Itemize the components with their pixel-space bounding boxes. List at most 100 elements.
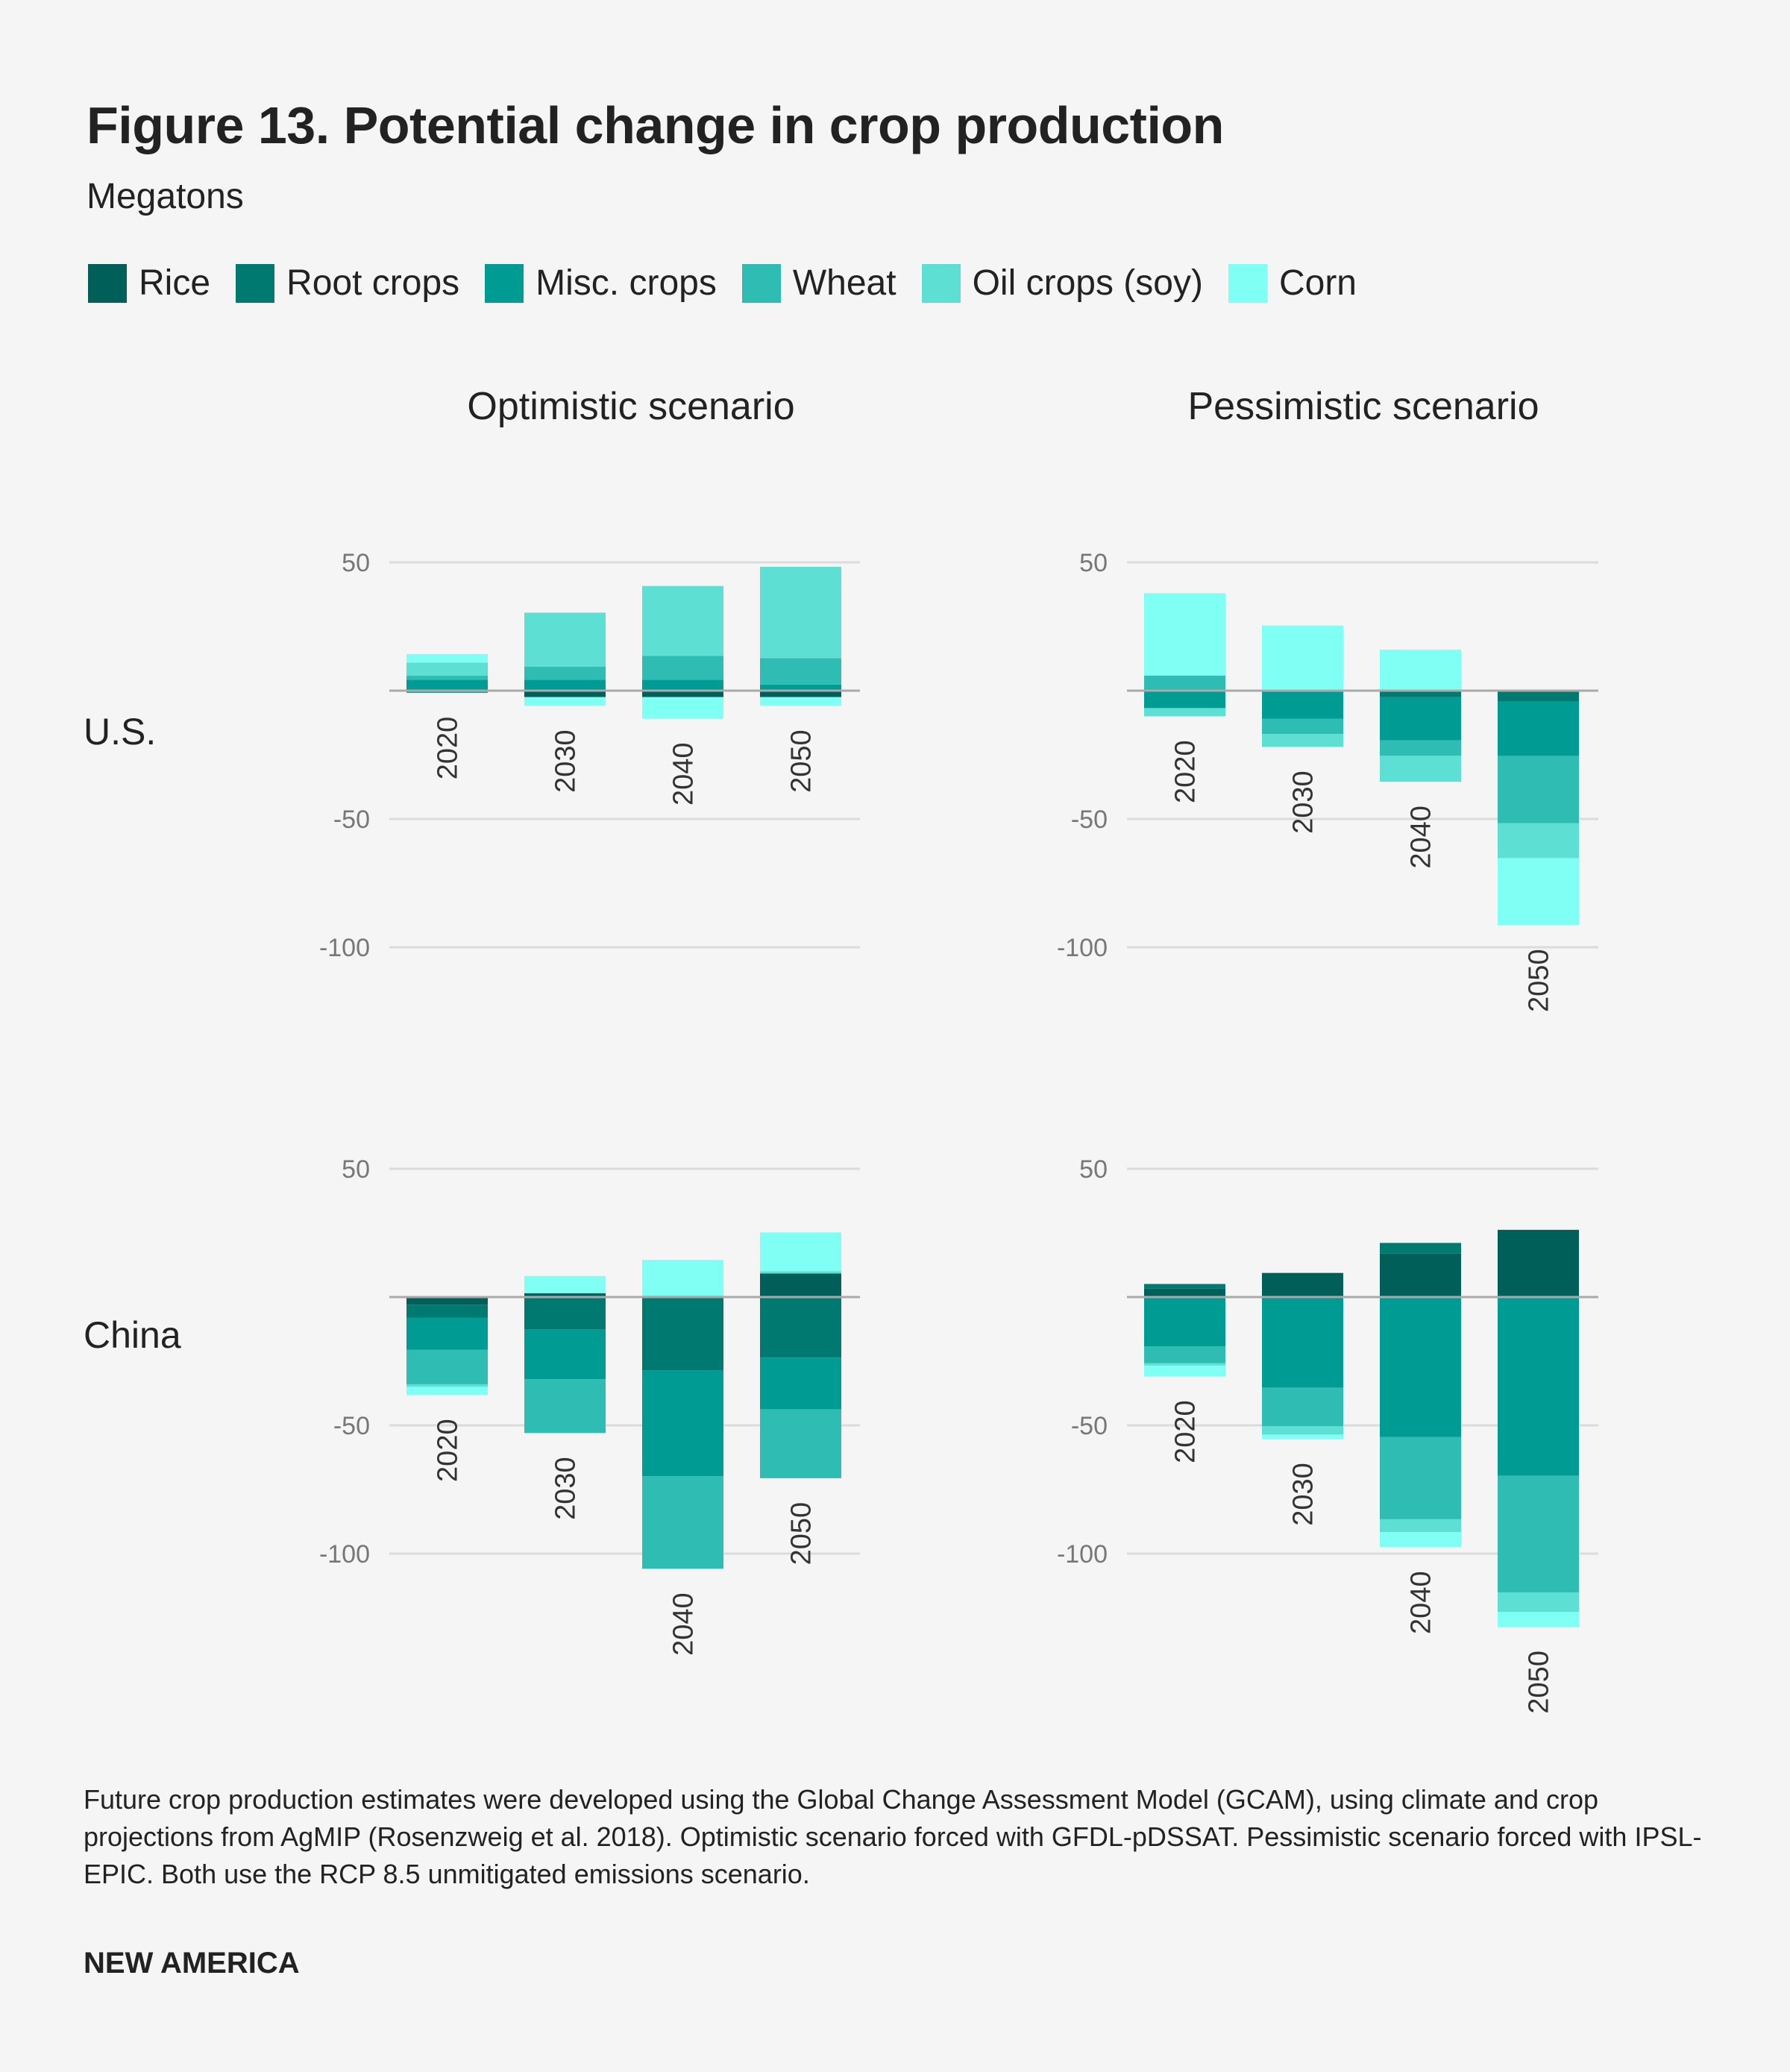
legend-swatch <box>485 263 524 303</box>
bar-segment-wheat <box>760 1409 841 1478</box>
bar-segment-wheat <box>1262 1387 1343 1427</box>
bar-segment-wheat <box>1498 1475 1579 1593</box>
bar-segment-corn <box>524 1275 606 1293</box>
bar-segment-wheat <box>524 666 606 680</box>
x-tick-label: 2050 <box>1524 1651 1555 1714</box>
bar-segment-corn <box>406 1387 488 1396</box>
x-tick-label: 2030 <box>1288 770 1319 834</box>
bar-segment-rice <box>524 1293 606 1297</box>
y-tick-label: 50 <box>1079 549 1108 577</box>
legend-item: Root crops <box>236 263 459 304</box>
footnote: Future crop production estimates were de… <box>84 1784 1702 1889</box>
bar-segment-corn <box>1380 649 1461 691</box>
bar-segment-oil-crops-soy- <box>760 1271 841 1274</box>
x-tick-label: 2050 <box>786 729 817 793</box>
bar-segment-wheat <box>1144 1346 1225 1363</box>
bar-segment-oil-crops-soy- <box>760 566 841 659</box>
column-heading-pessimistic: Pessimistic scenario <box>1187 385 1539 428</box>
bar-segment-root-crops <box>406 1305 488 1318</box>
legend-swatch <box>236 263 275 303</box>
bar-segment-misc-crops <box>1144 691 1225 709</box>
bar-segment-rice <box>1144 1288 1225 1297</box>
bar-segment-oil-crops-soy- <box>1144 1363 1225 1366</box>
bar-segment-misc-crops <box>524 679 606 691</box>
x-tick-label: 2050 <box>786 1502 817 1566</box>
x-tick-label: 2040 <box>668 742 700 806</box>
y-tick-label: -100 <box>319 934 370 962</box>
bar-segment-rice <box>1498 1229 1579 1297</box>
chart-title: Figure 13. Potential change in crop prod… <box>87 96 1224 154</box>
bar-segment-rice <box>1380 1253 1461 1297</box>
legend: Rice Root crops Misc. crops Wheat Oil crops … <box>88 263 1382 304</box>
legend-label: Corn <box>1278 263 1357 303</box>
y-tick-label: -50 <box>1071 1412 1108 1440</box>
legend-item: Misc. crops <box>485 263 717 304</box>
bar-segment-root-crops <box>1144 1284 1225 1289</box>
bar-segment-corn <box>406 653 488 663</box>
bar-segment-root-crops <box>642 1297 723 1371</box>
bar-segment-oil-crops-soy- <box>524 612 606 667</box>
bar-segment-wheat <box>406 675 488 680</box>
bar-segment-misc-crops <box>406 679 488 691</box>
bar-segment-oil-crops-soy- <box>642 586 723 656</box>
legend-label: Oil crops (soy) <box>972 263 1203 303</box>
bar-segment-wheat <box>760 658 841 685</box>
row-label-china: China <box>84 1314 181 1356</box>
bar-segment-rice <box>406 1297 488 1305</box>
brand-logo: NEW AMERICA <box>84 1947 300 1980</box>
bar-segment-wheat <box>1498 756 1579 823</box>
x-tick-label: 2020 <box>433 1419 464 1482</box>
bar-segment-misc-crops <box>642 1370 723 1477</box>
y-tick-label: -100 <box>1057 934 1108 962</box>
x-tick-label: 2030 <box>1288 1463 1319 1526</box>
bar-segment-rice <box>1262 1272 1343 1297</box>
bar-segment-root-crops <box>1380 1243 1461 1254</box>
x-tick-label: 2020 <box>1170 740 1202 803</box>
bar-segment-corn <box>1262 1434 1343 1440</box>
bar-segment-wheat <box>1262 718 1343 735</box>
bar-segment-oil-crops-soy- <box>406 662 488 676</box>
legend-label: Misc. crops <box>536 263 717 303</box>
bar-segment-corn <box>1498 1612 1579 1627</box>
x-tick-label: 2030 <box>550 1457 582 1520</box>
y-tick-label: -100 <box>1057 1540 1108 1569</box>
bar-segment-root-crops <box>1498 691 1579 702</box>
bar-segment-misc-crops <box>1144 1297 1225 1347</box>
x-tick-label: 2030 <box>550 729 582 793</box>
bar-segment-misc-crops <box>524 1329 606 1380</box>
bar-segment-corn <box>1144 593 1225 676</box>
y-tick-label: 50 <box>1079 1155 1108 1184</box>
y-tick-label: -50 <box>1071 806 1108 834</box>
x-tick-label: 2020 <box>1170 1400 1202 1463</box>
bar-segment-root-crops <box>524 1297 606 1330</box>
bar-segment-oil-crops-soy- <box>1498 823 1579 858</box>
bar-segment-rice <box>524 691 606 697</box>
bar-segment-corn <box>1144 1365 1225 1377</box>
y-tick-label: 50 <box>342 1155 370 1184</box>
bar-segment-oil-crops-soy- <box>1262 1426 1343 1435</box>
chart-subtitle: Megatons <box>87 177 244 216</box>
column-heading-optimistic: Optimistic scenario <box>467 385 795 428</box>
bar-segment-corn <box>1380 1532 1461 1548</box>
bar-segment-misc-crops <box>1498 1297 1579 1476</box>
bar-segment-misc-crops <box>1262 1299 1343 1388</box>
bar-segment-oil-crops-soy- <box>1380 1519 1461 1533</box>
legend-swatch <box>921 263 961 303</box>
bar-segment-misc-crops <box>760 1357 841 1410</box>
x-tick-label: 2040 <box>668 1592 700 1656</box>
bar-segment-wheat <box>524 1379 606 1434</box>
bar-segment-misc-crops <box>642 679 723 691</box>
bar-segment-wheat <box>1380 1437 1461 1519</box>
legend-swatch <box>88 263 127 303</box>
bar-segment-wheat <box>1144 675 1225 691</box>
x-tick-label: 2020 <box>433 717 464 780</box>
y-tick-label: -50 <box>333 806 370 834</box>
legend-item: Oil crops (soy) <box>921 263 1203 304</box>
bar-segment-wheat <box>406 1349 488 1384</box>
x-tick-label: 2040 <box>1406 806 1437 869</box>
bar-segment-oil-crops-soy- <box>1144 708 1225 717</box>
bar-segment-rice <box>642 691 723 697</box>
bar-segment-misc-crops <box>1498 701 1579 756</box>
bar-segment-misc-crops <box>406 1317 488 1350</box>
bar-segment-oil-crops-soy- <box>406 1384 488 1387</box>
